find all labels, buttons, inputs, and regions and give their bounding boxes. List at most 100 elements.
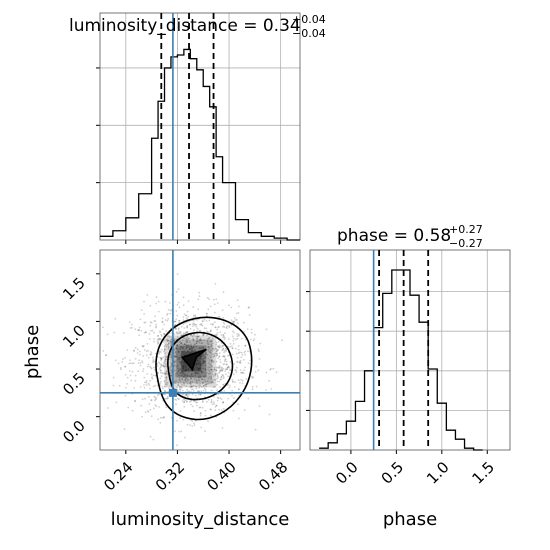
scatter-point [194, 349, 196, 351]
scatter-point [166, 382, 169, 384]
x-tick-label: 0.24 [100, 458, 136, 494]
scatter-point [167, 339, 169, 342]
scatter-point [184, 348, 187, 350]
scatter-point [177, 384, 180, 386]
scatter-point [185, 346, 188, 349]
scatter-point [203, 355, 206, 358]
scatter-point [216, 380, 219, 383]
scatter-point [224, 370, 227, 373]
scatter-point [202, 334, 204, 337]
scatter-point [209, 305, 212, 308]
scatter-point [185, 400, 188, 402]
scatter-point [179, 368, 182, 370]
scatter-point [232, 321, 234, 324]
scatter-point [201, 365, 204, 367]
scatter-point [200, 339, 203, 342]
scatter-point [214, 385, 216, 388]
scatter-point [178, 330, 181, 333]
scatter-point [215, 366, 218, 369]
scatter-point [197, 362, 200, 365]
scatter-point [211, 359, 214, 361]
scatter-point [258, 350, 260, 352]
scatter-point [201, 346, 204, 349]
scatter-point [222, 367, 225, 370]
scatter-point [179, 388, 181, 391]
scatter-point [196, 367, 199, 369]
scatter-point [155, 302, 158, 305]
scatter-point [210, 340, 213, 343]
scatter-point [201, 378, 203, 381]
scatter-point [237, 403, 239, 406]
scatter-point [212, 395, 215, 398]
scatter-point [184, 332, 187, 334]
scatter-point [181, 350, 184, 353]
scatter-point [182, 323, 185, 326]
scatter-point [231, 347, 234, 350]
scatter-point [201, 406, 204, 409]
scatter-point [118, 385, 121, 387]
scatter-point [188, 341, 191, 343]
scatter-point [215, 341, 218, 344]
scatter-point [175, 346, 178, 349]
scatter-point [210, 398, 213, 401]
scatter-point [185, 385, 188, 388]
scatter-point [201, 354, 204, 356]
scatter-point [202, 362, 205, 364]
scatter-point [182, 365, 185, 368]
scatter-point [222, 384, 225, 386]
scatter-point [219, 369, 221, 372]
scatter-point [174, 320, 176, 323]
x-tick-label: 0.32 [152, 458, 188, 494]
scatter-point [164, 385, 166, 388]
scatter-point [183, 436, 186, 439]
scatter-point [204, 409, 207, 412]
scatter-point [155, 397, 158, 399]
scatter-point [192, 316, 195, 318]
scatter-point [270, 388, 273, 390]
scatter-point [199, 363, 202, 366]
scatter-point [189, 348, 191, 351]
scatter-point [177, 369, 180, 372]
scatter-point [244, 344, 247, 347]
scatter-point [227, 375, 230, 378]
scatter-point [169, 340, 172, 343]
scatter-point [174, 320, 177, 323]
x-tick-label: 0.0 [332, 458, 362, 488]
scatter-point [181, 389, 184, 392]
scatter-point [160, 365, 163, 368]
scatter-point [170, 338, 173, 341]
scatter-point [218, 367, 220, 370]
scatter-point [179, 361, 182, 364]
scatter-point [217, 376, 220, 379]
scatter-point [178, 357, 181, 360]
scatter-point [123, 428, 126, 431]
scatter-point [218, 316, 221, 318]
scatter-point [193, 350, 196, 352]
scatter-point [152, 385, 155, 388]
scatter-point [183, 332, 186, 335]
scatter-point [188, 337, 191, 340]
scatter-point [185, 393, 188, 396]
scatter-point [148, 396, 150, 398]
scatter-point [187, 337, 190, 340]
y-tick-label: 0.5 [59, 369, 89, 399]
scatter-point [114, 317, 117, 320]
scatter-point [215, 351, 218, 353]
scatter-point [210, 400, 213, 403]
scatter-point [152, 374, 155, 377]
scatter-point [228, 325, 231, 328]
scatter-point [161, 317, 164, 320]
scatter-point [163, 417, 165, 419]
scatter-point [222, 374, 224, 377]
scatter-point [174, 398, 177, 401]
scatter-point [176, 356, 179, 359]
scatter-point [207, 382, 210, 385]
scatter-point [190, 344, 193, 347]
scatter-point [214, 372, 217, 375]
scatter-point [222, 291, 225, 294]
scatter-point [184, 369, 187, 371]
scatter-point [184, 369, 187, 372]
scatter-point [231, 347, 234, 349]
scatter-point [213, 303, 216, 306]
scatter-point [215, 298, 218, 301]
